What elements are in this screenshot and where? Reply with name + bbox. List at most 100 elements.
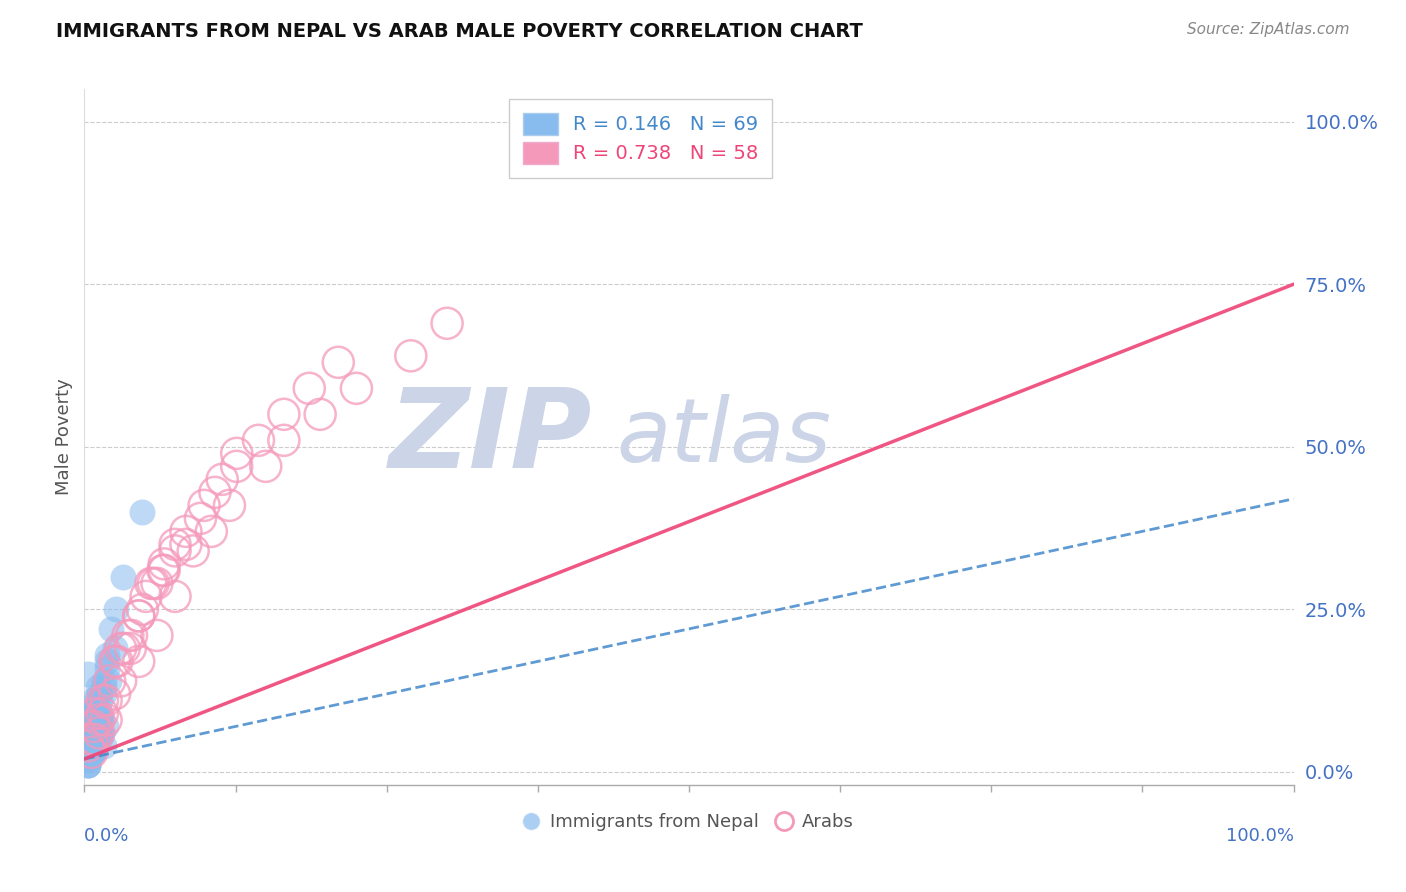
Point <box>94 713 117 727</box>
Point <box>174 524 197 539</box>
Point <box>96 661 118 675</box>
Point <box>254 459 277 474</box>
Point <box>104 654 127 668</box>
Point <box>346 381 368 395</box>
Point <box>82 732 104 747</box>
Text: 0.0%: 0.0% <box>84 827 129 845</box>
Point <box>436 316 458 330</box>
Point <box>77 752 100 766</box>
Point <box>86 700 108 714</box>
Point <box>90 713 112 727</box>
Point <box>82 726 104 740</box>
Point <box>110 673 132 688</box>
Point <box>200 524 222 539</box>
Point <box>86 732 108 747</box>
Point <box>181 544 204 558</box>
Point <box>77 752 100 766</box>
Point <box>83 719 105 733</box>
Point <box>131 505 153 519</box>
Point <box>77 739 100 753</box>
Point <box>128 608 150 623</box>
Point <box>94 719 117 733</box>
Point <box>93 687 115 701</box>
Point <box>87 687 110 701</box>
Text: ZIP: ZIP <box>388 384 592 491</box>
Point <box>131 602 153 616</box>
Point <box>112 641 135 656</box>
Point <box>225 446 247 460</box>
Point <box>77 713 100 727</box>
Point <box>87 713 110 727</box>
Point <box>82 693 104 707</box>
Point <box>89 713 111 727</box>
Point <box>93 673 115 688</box>
Point <box>77 758 100 772</box>
Point <box>328 355 350 369</box>
Point <box>98 673 121 688</box>
Point <box>77 667 100 681</box>
Point <box>86 713 108 727</box>
Point <box>82 732 104 747</box>
Point <box>273 407 295 421</box>
Text: Source: ZipAtlas.com: Source: ZipAtlas.com <box>1187 22 1350 37</box>
Point <box>82 739 104 753</box>
Point <box>309 407 332 421</box>
Point <box>84 700 107 714</box>
Point <box>96 648 118 662</box>
Point <box>218 499 240 513</box>
Point <box>82 746 104 760</box>
Point <box>80 739 103 753</box>
Point <box>298 381 321 395</box>
Point <box>82 739 104 753</box>
Point <box>110 641 132 656</box>
Point <box>399 349 422 363</box>
Point <box>104 687 127 701</box>
Point <box>273 434 295 448</box>
Point <box>193 499 215 513</box>
Point <box>86 713 108 727</box>
Point <box>82 746 104 760</box>
Point <box>86 719 108 733</box>
Point <box>82 719 104 733</box>
Point <box>93 739 115 753</box>
Point <box>77 752 100 766</box>
Text: atlas: atlas <box>616 394 831 480</box>
Point <box>135 590 157 604</box>
Point <box>146 628 169 642</box>
Point <box>86 681 108 695</box>
Point <box>190 511 212 525</box>
Point <box>80 726 103 740</box>
Point <box>146 576 169 591</box>
Point <box>84 732 107 747</box>
Point <box>86 693 108 707</box>
Point <box>82 739 104 753</box>
Point <box>86 706 108 721</box>
Point <box>117 628 139 642</box>
Point <box>225 459 247 474</box>
Text: 100.0%: 100.0% <box>1226 827 1294 845</box>
Point <box>121 628 143 642</box>
Point <box>165 537 187 551</box>
Point <box>247 434 270 448</box>
Point <box>80 732 103 747</box>
Point <box>77 752 100 766</box>
Point <box>142 576 165 591</box>
Point <box>96 654 118 668</box>
Point <box>86 726 108 740</box>
Point <box>77 719 100 733</box>
Point <box>86 739 108 753</box>
Point <box>91 693 114 707</box>
Legend: Immigrants from Nepal, Arabs: Immigrants from Nepal, Arabs <box>517 806 860 838</box>
Point <box>105 654 128 668</box>
Point <box>77 746 100 760</box>
Point <box>77 758 100 772</box>
Y-axis label: Male Poverty: Male Poverty <box>55 379 73 495</box>
Point <box>82 732 104 747</box>
Point <box>153 557 176 571</box>
Point <box>89 726 111 740</box>
Point <box>91 726 114 740</box>
Text: IMMIGRANTS FROM NEPAL VS ARAB MALE POVERTY CORRELATION CHART: IMMIGRANTS FROM NEPAL VS ARAB MALE POVER… <box>56 22 863 41</box>
Point <box>89 732 111 747</box>
Point <box>165 544 187 558</box>
Point <box>89 706 111 721</box>
